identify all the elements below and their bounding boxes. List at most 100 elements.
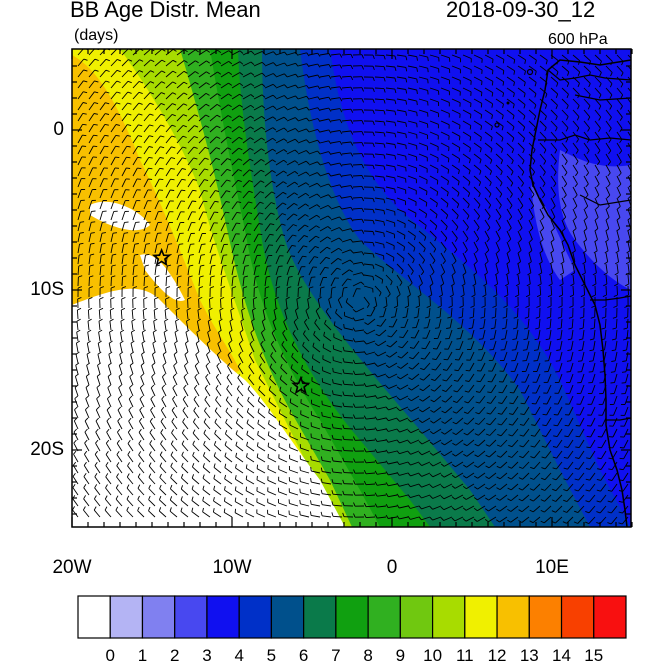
wind-barb-flag [632, 62, 634, 66]
wind-barb-flag [236, 396, 240, 401]
wind-barb-flag [500, 171, 503, 176]
wind-barb-shaft [106, 431, 112, 441]
wind-barb-flag [350, 217, 354, 222]
wind-barb-shaft [467, 395, 475, 404]
wind-barb-flag [386, 354, 390, 358]
wind-barb-flag [266, 275, 271, 278]
wind-barb-flag [361, 142, 365, 147]
wind-barb-shaft [583, 285, 586, 296]
wind-barb-shaft [297, 214, 306, 221]
wind-barb-shaft [289, 447, 299, 452]
wind-barb-shaft [107, 365, 112, 375]
wind-barb-shaft [385, 285, 391, 295]
wind-barb-flag [361, 120, 365, 125]
wind-barb-flag [301, 353, 304, 358]
wind-barb-shaft [311, 481, 321, 485]
wind-barb-flag [580, 305, 585, 308]
wind-barb-shaft [572, 76, 580, 84]
wind-barb-flag [374, 481, 378, 486]
wind-barb-shaft [418, 285, 422, 295]
wind-barb-flag [396, 386, 401, 390]
wind-barb-shaft [227, 365, 233, 375]
wind-barb-flag [338, 237, 343, 242]
wind-barb-flag [466, 215, 470, 220]
wind-barb-shaft [577, 494, 585, 503]
wind-barb-shaft [365, 494, 376, 497]
wind-barb-shaft [468, 373, 475, 382]
wind-barb-shaft [96, 398, 101, 408]
wind-barb-flag [214, 407, 218, 412]
wind-barb-flag [529, 477, 534, 480]
wind-barb-shaft [308, 139, 318, 144]
wind-barb-flag [337, 296, 342, 301]
wind-barb-shaft [143, 124, 150, 133]
wind-barb-flag [618, 161, 622, 166]
wind-barb-flag [570, 283, 575, 287]
wind-barb-flag [213, 474, 216, 479]
wind-barb-flag [116, 80, 121, 83]
wind-barb-flag [402, 258, 405, 263]
wind-barb-flag [614, 283, 619, 287]
wind-barb-flag [269, 374, 272, 379]
wind-barb-shaft [589, 461, 596, 470]
wind-barb-flag [541, 445, 546, 448]
wind-barb-shaft [366, 428, 376, 431]
wind-barb-shaft [143, 222, 148, 232]
wind-barb-flag [493, 283, 498, 287]
wind-barb-flag [452, 411, 457, 414]
wind-barb-shaft [572, 285, 575, 296]
wind-barb-flag [409, 282, 413, 287]
wind-barb-flag [363, 393, 367, 398]
wind-barb-shaft [392, 318, 398, 328]
wind-barb-flag [573, 216, 577, 221]
wind-barb-flag [73, 428, 78, 433]
wind-barb-shaft [451, 98, 461, 104]
wind-barb-shaft [154, 103, 162, 111]
wind-barb-flag [239, 50, 244, 54]
wind-barb-shaft [300, 470, 310, 474]
wind-barb-flag [204, 157, 209, 160]
wind-barb-shaft [550, 285, 553, 296]
wind-barb-flag [430, 420, 434, 424]
wind-barb-flag [328, 53, 332, 58]
wind-barb-shaft [622, 483, 629, 492]
wind-barb-flag [545, 93, 548, 98]
wind-barb-flag [603, 272, 608, 276]
wind-barb-shaft [366, 351, 376, 355]
wind-barb-shaft [571, 329, 574, 339]
wind-barb-shaft [120, 332, 123, 342]
wind-barb-flag [361, 262, 365, 266]
wind-barb-flag [178, 264, 183, 267]
wind-barb-shaft [440, 230, 448, 239]
wind-barb-shaft [466, 461, 475, 468]
wind-barb-shaft [72, 476, 79, 485]
wind-barb-shaft [158, 510, 167, 518]
wind-barb-shaft [502, 373, 508, 383]
wind-barb-flag [383, 210, 386, 215]
wind-barb-flag [84, 450, 88, 455]
wind-barb-flag [228, 93, 232, 97]
wind-barb-flag [402, 316, 407, 319]
wind-barb-flag [194, 384, 198, 389]
wind-barb-flag [345, 298, 349, 303]
wind-barb-flag [238, 136, 243, 140]
wind-barb-flag [394, 200, 396, 205]
wind-barb-flag [350, 54, 354, 59]
wind-barb-shaft [616, 54, 624, 62]
wind-barb-flag [188, 275, 193, 278]
wind-barb-shaft [330, 267, 338, 276]
wind-barb-shaft [220, 222, 226, 232]
wind-barb-shaft [434, 384, 442, 392]
wind-barb-flag [128, 395, 133, 400]
wind-barb-shaft [297, 63, 307, 67]
wind-barb-flag [556, 60, 559, 65]
wind-barb-flag [444, 237, 448, 242]
wind-barb-shaft [289, 458, 299, 463]
wind-barb-flag [149, 417, 153, 422]
wind-barb-flag [372, 242, 375, 247]
wind-barb-flag [453, 390, 458, 393]
wind-barb-shaft [231, 212, 238, 221]
wind-barb-shaft [429, 208, 438, 215]
wind-barb-flag [72, 484, 76, 488]
wind-barb-shaft [343, 372, 354, 375]
